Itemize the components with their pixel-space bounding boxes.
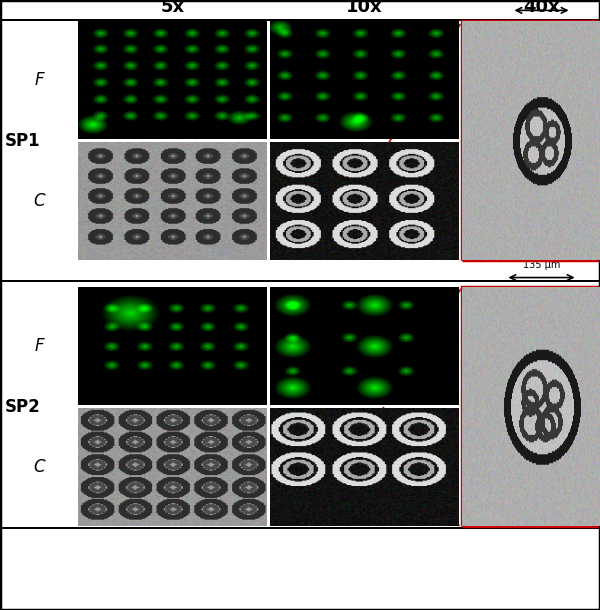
- Bar: [0, 527, 600, 529]
- Text: 8: 8: [81, 411, 87, 420]
- Text: C: C: [33, 192, 45, 210]
- Text: 10x: 10x: [346, 0, 383, 16]
- Text: SP2: SP2: [5, 398, 41, 415]
- Text: 3: 3: [81, 145, 87, 154]
- Text: 135 μm: 135 μm: [523, 260, 560, 270]
- Text: 7: 7: [273, 290, 280, 300]
- Text: C: C: [33, 458, 45, 476]
- Text: F: F: [34, 71, 44, 89]
- Text: 10: 10: [465, 290, 478, 300]
- Text: 1: 1: [81, 24, 87, 34]
- Text: 5x: 5x: [160, 0, 185, 16]
- Bar: [462, 21, 600, 260]
- Bar: [282, 434, 366, 514]
- Bar: [300, 181, 366, 242]
- Text: 66 μm: 66 μm: [526, 0, 557, 3]
- Text: 5: 5: [465, 24, 471, 34]
- Text: 2: 2: [273, 24, 279, 34]
- Text: 4: 4: [273, 145, 280, 154]
- Bar: [462, 287, 600, 526]
- Bar: [0, 19, 600, 21]
- Text: F: F: [34, 337, 44, 355]
- Text: 6: 6: [81, 290, 87, 300]
- Text: 40x: 40x: [523, 0, 560, 16]
- Bar: [0, 280, 600, 282]
- Text: SP1: SP1: [5, 132, 41, 149]
- Text: 9: 9: [273, 411, 280, 420]
